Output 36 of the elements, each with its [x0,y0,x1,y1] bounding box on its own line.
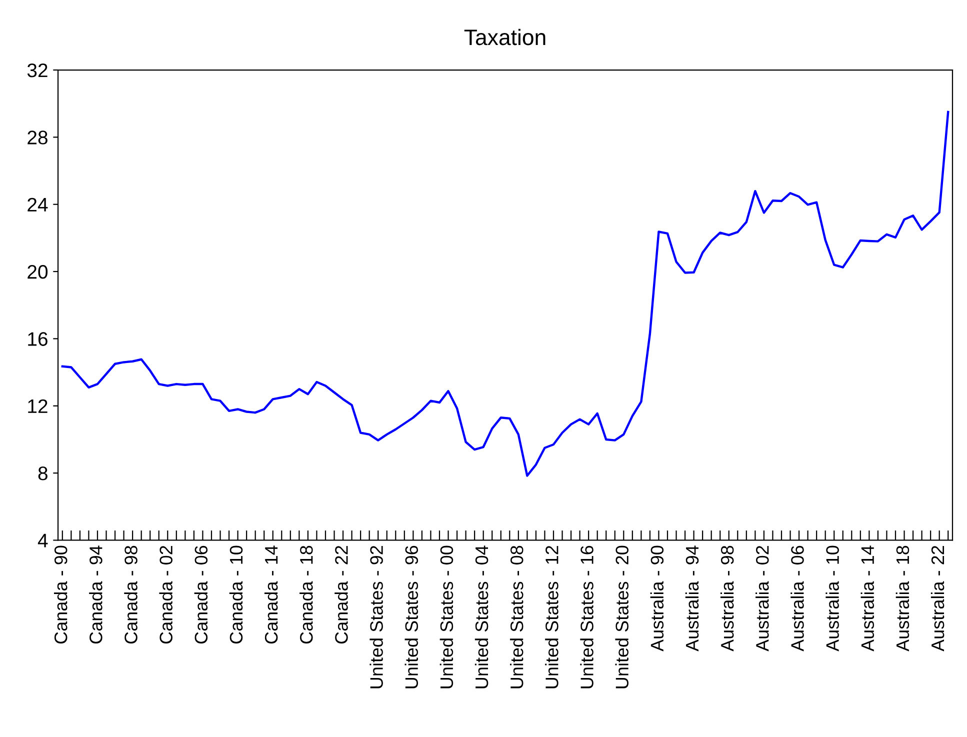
y-tick-label: 12 [28,399,48,413]
x-tick-label: United States - 04 [474,546,488,688]
x-tick-label: United States - 00 [440,546,454,688]
y-tick-label: 16 [28,332,48,346]
x-tick-label: Australia - 90 [650,546,664,652]
y-tick-label: 32 [27,63,48,78]
x-tick-label: Canada - 18 [300,546,313,644]
x-tick-label: Canada - 02 [159,546,172,644]
x-tick-label: Canada - 22 [334,546,348,644]
x-tick-label: Canada - 94 [89,546,102,644]
line-series [61,110,950,477]
y-tick-label: 28 [28,130,48,144]
x-tick-label: United States - 20 [615,546,628,688]
x-tick-label: Canada - 06 [194,546,208,644]
x-tick-label: Canada - 90 [54,546,68,644]
chart-title: Taxation [464,28,546,46]
x-tick-label: United States - 08 [510,546,524,688]
x-tick-label: Canada - 98 [124,546,138,644]
x-tick-label: Australia - 98 [720,546,734,652]
x-tick-label: Australia - 22 [930,546,944,652]
x-tick-label: Australia - 06 [790,546,804,652]
x-tick-label: Australia - 94 [685,546,699,652]
x-tick-label: United States - 12 [545,546,558,688]
x-tick-label: United States - 92 [370,546,383,688]
y-tick-label: 4 [38,534,48,548]
x-tick-label: Australia - 02 [756,546,769,652]
x-tick-label: Australia - 14 [860,546,874,652]
y-tick-label: 24 [28,198,48,212]
x-tick-label: United States - 96 [404,546,418,688]
x-tick-label: United States - 16 [580,546,594,688]
x-tick-label: Australia - 18 [896,546,910,652]
x-tick-label: Canada - 10 [229,546,243,644]
y-tick-label: 8 [38,466,48,480]
y-tick-label: 20 [28,265,48,279]
x-tick-label: Canada - 14 [264,546,278,644]
x-tick-label: Australia - 10 [826,546,839,652]
